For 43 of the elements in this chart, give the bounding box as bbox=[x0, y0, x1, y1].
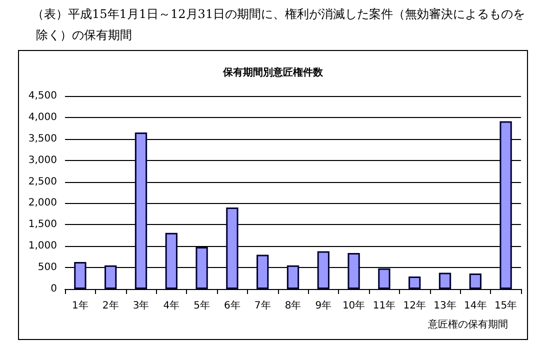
x-tick-label: 5年 bbox=[194, 300, 210, 312]
x-tick-label: 8年 bbox=[284, 300, 302, 312]
bar bbox=[469, 274, 482, 289]
x-tick-label: 1年 bbox=[72, 300, 88, 312]
bar bbox=[165, 232, 178, 289]
x-tick-label: 14年 bbox=[464, 300, 487, 312]
bar bbox=[134, 132, 148, 289]
x-tick-label: 9年 bbox=[315, 300, 332, 312]
x-tick-label: 6年 bbox=[224, 300, 240, 312]
bar bbox=[196, 246, 208, 289]
bar bbox=[378, 268, 390, 289]
y-tick-label: 0 bbox=[50, 284, 57, 294]
x-axis-title: 意匠権の保有期間 bbox=[427, 318, 508, 330]
y-tick-label: 1,500 bbox=[28, 219, 57, 230]
bar bbox=[74, 262, 86, 289]
x-tick-label: 2年 bbox=[102, 300, 119, 312]
x-tick-label: 11年 bbox=[372, 300, 396, 312]
chart-subtitle: 保有期間別意匠権件数 bbox=[222, 66, 324, 78]
bar bbox=[226, 208, 238, 289]
bar bbox=[317, 251, 330, 289]
bar bbox=[438, 272, 452, 289]
y-tick-label: 3,500 bbox=[28, 133, 57, 144]
x-tick-label: 15年 bbox=[494, 300, 518, 312]
x-tick-label: 7年 bbox=[254, 300, 271, 312]
bar bbox=[286, 265, 300, 289]
y-tick-label: 500 bbox=[38, 262, 57, 274]
y-tick-label: 4,000 bbox=[28, 112, 57, 123]
y-tick-label: 2,000 bbox=[28, 198, 57, 209]
x-tick-label: 13年 bbox=[434, 300, 456, 312]
bar bbox=[256, 254, 269, 289]
bar bbox=[408, 276, 421, 289]
x-tick-label: 4年 bbox=[163, 300, 180, 312]
bar bbox=[348, 252, 360, 289]
x-tick-label: 12年 bbox=[403, 300, 426, 312]
x-tick-label: 3年 bbox=[132, 300, 150, 312]
y-tick-label: 1,000 bbox=[28, 240, 57, 252]
y-tick-label: 4,500 bbox=[28, 90, 57, 102]
x-tick-label: 10年 bbox=[342, 300, 366, 312]
bar bbox=[104, 265, 117, 289]
chart-title: （表）平成15年1月1日～12月31日の期間に、権利が消滅した案件（無効審決によるものを除く）の保有期間 bbox=[32, 6, 526, 44]
y-tick-label: 3,000 bbox=[28, 154, 57, 166]
bar bbox=[500, 121, 512, 289]
y-tick-label: 2,500 bbox=[28, 176, 57, 188]
